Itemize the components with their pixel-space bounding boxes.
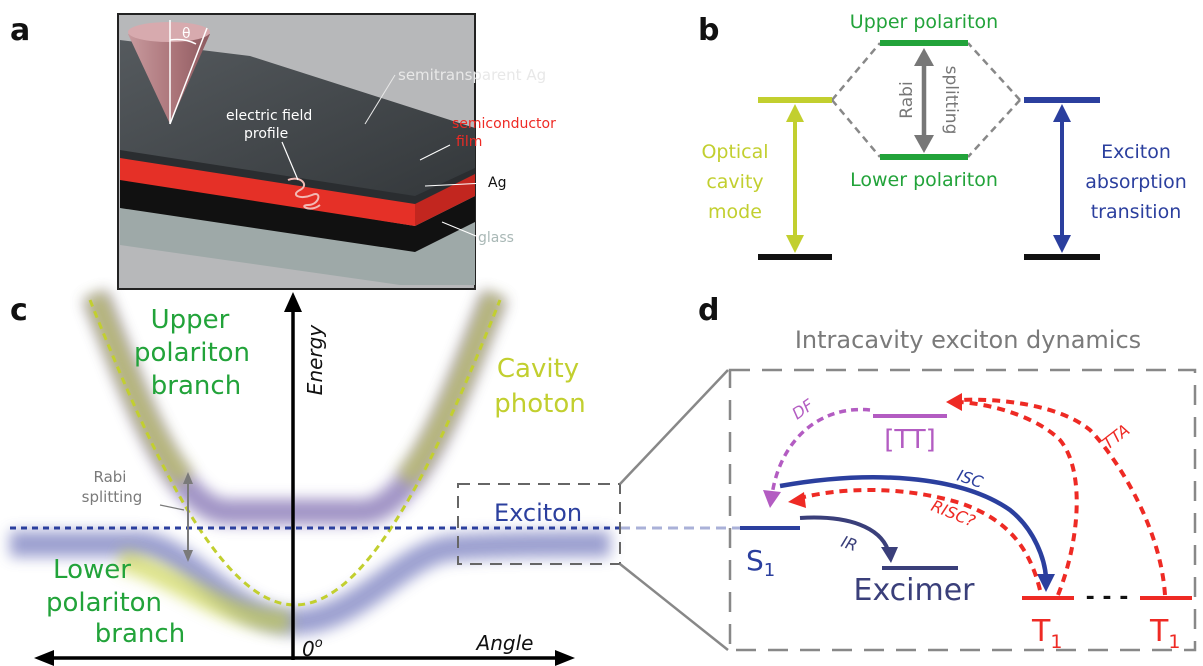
energy-label: Energy	[303, 324, 327, 396]
field-profile-curve	[287, 177, 321, 210]
t1-label-1: T1	[1031, 614, 1062, 653]
panel-d: Intracavity exciton dynamics DF [TT] TTA…	[728, 326, 1197, 653]
angle-axis-left-head	[34, 650, 54, 666]
tip-cone	[128, 34, 210, 124]
tta-arrow-head	[946, 393, 962, 411]
tt-label: [TT]	[884, 425, 936, 455]
connector-exciton-lower	[967, 99, 1021, 158]
field-label-line1: electric field	[226, 108, 312, 124]
semitransparent-pointer	[364, 74, 396, 125]
ir-label: IR	[839, 532, 860, 555]
panel-b: Upper polariton Lower polariton Rabi spl…	[701, 11, 1187, 260]
ag-layer	[120, 178, 475, 252]
df-arrow-head	[763, 490, 781, 508]
panel-letter-a: a	[10, 13, 30, 48]
excimer-label: Excimer	[853, 573, 975, 608]
isc-arrow-head	[1037, 574, 1055, 592]
t1-ellipsis: - - -	[1086, 585, 1129, 610]
ir-arrow-head	[881, 547, 898, 563]
lower-branch-glow	[10, 531, 611, 636]
rabi-splitting-label-1: Rabi	[94, 468, 127, 486]
upper-polariton-label: Upper polariton	[850, 11, 998, 33]
panel-letter-c: c	[10, 293, 28, 328]
semiconductor-label-line1: semiconductor	[452, 116, 556, 132]
cavity-mode-arrow	[786, 104, 804, 253]
ag-label: Ag	[488, 175, 506, 191]
lower-branch-glow-yellow	[117, 549, 291, 633]
cavity-photon-label-2: photon	[494, 389, 585, 419]
panel-letter-d: d	[698, 293, 719, 328]
tta-arrow-1	[959, 397, 1167, 596]
upper-branch-label-1: Upper	[151, 305, 230, 335]
zero-angle-label: 0o	[302, 636, 323, 661]
rabi-label: Rabi	[897, 81, 917, 118]
risc-arrow	[799, 488, 1042, 591]
ag-pointer	[424, 182, 487, 187]
rabi-arrow	[914, 48, 934, 153]
upper-branch-label-3: branch	[151, 371, 241, 401]
exciton-transition-label-3: transition	[1091, 201, 1182, 223]
t1-label-2: T1	[1149, 614, 1180, 653]
semiconductor-front	[120, 155, 415, 226]
lower-branch-label-2: polariton	[46, 588, 162, 618]
field-pointer	[281, 141, 299, 181]
optical-cavity-label-1: Optical	[701, 141, 768, 163]
theta-label: θ	[182, 26, 191, 42]
exciton-transition-label-2: absorption	[1085, 171, 1187, 193]
theta-arc	[169, 38, 197, 45]
zoom-line-top	[619, 369, 729, 485]
upper-branch-glow-yellow	[84, 290, 506, 488]
cavity-photon-label-1: Cavity	[497, 354, 579, 384]
lower-polariton-label: Lower polariton	[850, 169, 998, 191]
glass-label: glass	[478, 230, 514, 246]
upper-branch-label-2: polariton	[134, 338, 250, 368]
panel-c: Energy Angle 0o Upper polariton branch L…	[10, 290, 740, 666]
risc-arrow-head	[788, 492, 806, 508]
lower-branch-label-3: branch	[95, 619, 185, 649]
zoom-box	[457, 483, 621, 565]
angle-axis-right-head	[555, 650, 575, 666]
s1-label: S1	[746, 544, 775, 581]
theta-cone-edge	[169, 27, 208, 125]
lower-branch-label-1: Lower	[53, 555, 131, 585]
zoom-line-bottom	[619, 563, 729, 651]
splitting-label: splitting	[941, 66, 961, 135]
rabi-splitting-arrow	[183, 472, 193, 562]
panel-letter-b: b	[698, 13, 719, 48]
optical-cavity-label-3: mode	[708, 201, 762, 223]
optical-cavity-label-2: cavity	[706, 171, 763, 193]
df-label: DF	[788, 395, 817, 423]
panel-d-frame	[728, 368, 1197, 652]
isc-arrow	[779, 475, 1049, 579]
ir-arrow	[799, 515, 890, 551]
top-ag-face	[120, 40, 475, 200]
df-arrow	[770, 407, 871, 496]
semitransparent-ag-label: semitransparent Ag	[398, 66, 546, 84]
energy-axis-head	[284, 292, 302, 312]
rabi-splitting-label-2: splitting	[82, 488, 143, 506]
panel-d-title: Intracavity exciton dynamics	[795, 326, 1141, 354]
angle-label: Angle	[475, 631, 534, 655]
exciton-arrow	[1053, 104, 1071, 253]
connector-cavity-upper	[831, 42, 881, 101]
field-label-line2: profile	[244, 126, 288, 142]
glass-pointer	[441, 221, 477, 237]
semiconductor-pointer	[419, 144, 451, 161]
rabi-splitting-pointer	[159, 504, 185, 511]
exciton-label: Exciton	[494, 499, 582, 527]
tip-cone-top	[128, 22, 210, 42]
panel-a: θ semitransparent Ag electric field prof…	[117, 13, 556, 290]
semiconductor-label-line2: film	[456, 134, 482, 150]
exciton-transition-label-1: Exciton	[1101, 141, 1171, 163]
connector-exciton-upper	[967, 42, 1021, 101]
connector-cavity-lower	[831, 99, 881, 158]
tta-arrow-2	[959, 400, 1079, 596]
